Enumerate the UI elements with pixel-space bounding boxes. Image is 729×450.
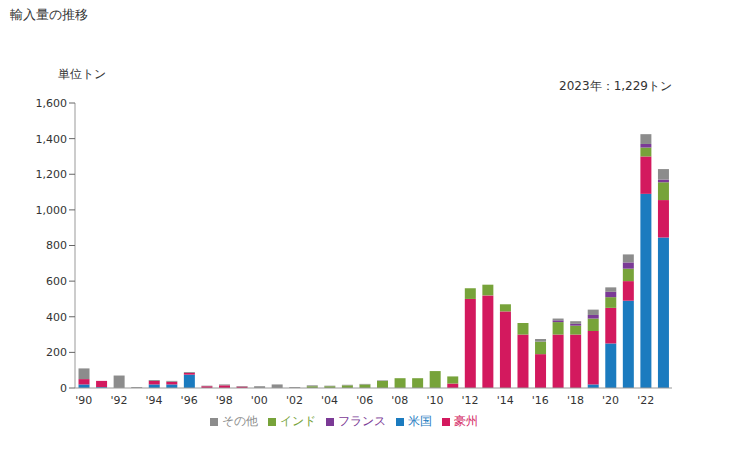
- svg-text:'16: '16: [532, 394, 549, 407]
- svg-text:'06: '06: [356, 394, 373, 407]
- html-text:輸入量の推移: 輸入量の推移: [10, 7, 88, 22]
- html-text:豪州: 豪州: [453, 414, 478, 428]
- svg-text:1,600: 1,600: [36, 97, 68, 110]
- svg-text:'96: '96: [181, 394, 198, 407]
- html-text:その他: その他: [221, 414, 258, 428]
- svg-text:'12: '12: [462, 394, 479, 407]
- svg-text:'00: '00: [251, 394, 268, 407]
- svg-text:1,400: 1,400: [36, 133, 68, 146]
- svg-text:'04: '04: [321, 394, 338, 407]
- svg-text:'22: '22: [637, 394, 654, 407]
- html-text:米国: 米国: [407, 414, 432, 428]
- svg-text:'10: '10: [426, 394, 443, 407]
- svg-text:'90: '90: [75, 394, 92, 407]
- svg-text:'18: '18: [567, 394, 584, 407]
- svg-text:800: 800: [46, 239, 67, 252]
- html-text:フランス: フランス: [337, 414, 386, 428]
- svg-text:'02: '02: [286, 394, 303, 407]
- svg-text:'08: '08: [391, 394, 408, 407]
- svg-text:200: 200: [46, 346, 67, 359]
- svg-text:0: 0: [60, 382, 67, 395]
- svg-text:'92: '92: [110, 394, 127, 407]
- svg-text:'14: '14: [497, 394, 514, 407]
- svg-text:'94: '94: [145, 394, 162, 407]
- html-text:インド: インド: [279, 414, 316, 428]
- html-text:単位トン: 単位トン: [58, 67, 106, 81]
- svg-text:'20: '20: [602, 394, 619, 407]
- svg-text:600: 600: [46, 275, 67, 288]
- html-text:2023年：1,229トン: 2023年：1,229トン: [559, 79, 672, 93]
- svg-text:1,200: 1,200: [36, 168, 68, 181]
- svg-text:'98: '98: [216, 394, 233, 407]
- svg-text:1,000: 1,000: [36, 204, 68, 217]
- svg-text:400: 400: [46, 311, 67, 324]
